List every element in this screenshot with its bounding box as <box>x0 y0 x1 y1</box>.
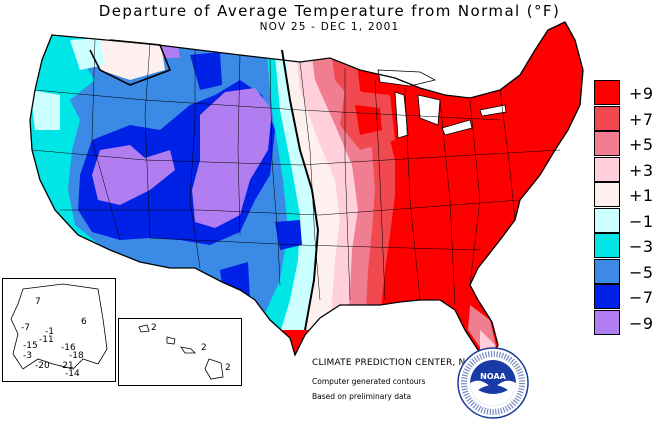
legend-item: −9 <box>594 309 656 336</box>
hawaii-map <box>138 324 224 380</box>
great-lakes <box>377 69 507 139</box>
legend-swatch <box>594 258 620 284</box>
map-subtitle: NOV 25 - DEC 1, 2001 <box>259 21 400 33</box>
legend-swatch <box>594 131 620 156</box>
legend-swatch <box>594 80 620 105</box>
alaska-value: -11 <box>39 335 54 345</box>
legend-label: +9 <box>629 84 654 103</box>
credit-contours: Computer generated contours <box>312 377 426 386</box>
alaska-value: 7 <box>35 297 41 307</box>
legend: +9 +7 +5 +3 +1 −1 −3 −5 −7 −9 <box>594 80 656 335</box>
alaska-value: -20 <box>35 361 50 371</box>
legend-swatch <box>594 284 620 309</box>
legend-label: +5 <box>629 135 654 154</box>
legend-item: +1 <box>594 182 656 208</box>
legend-label: −5 <box>629 262 654 282</box>
map-title: Departure of Average Temperature from No… <box>98 2 561 20</box>
noaa-logo: NOAA <box>457 347 529 419</box>
alaska-inset: 7 6 -1 -7 -11 -15 -16 -3 -18 -20 -21 -14 <box>2 278 116 382</box>
alaska-value: -14 <box>65 369 80 379</box>
legend-item: −1 <box>594 207 656 234</box>
hawaii-value: 2 <box>225 363 231 373</box>
legend-label: −7 <box>629 288 654 307</box>
legend-label: −9 <box>629 313 654 333</box>
legend-label: −1 <box>629 211 654 231</box>
alaska-value: -18 <box>69 351 84 361</box>
legend-label: +7 <box>629 109 654 129</box>
alaska-value: -7 <box>21 323 30 333</box>
hawaii-value: 2 <box>151 323 157 333</box>
legend-swatch <box>594 233 620 258</box>
legend-item: +7 <box>594 105 656 132</box>
noaa-logo-text: NOAA <box>480 372 506 381</box>
credit-cpc: CLIMATE PREDICTION CENTER, NOAA <box>312 358 486 368</box>
alaska-value: -16 <box>61 343 76 353</box>
hawaii-inset: 2 2 2 <box>118 318 242 386</box>
legend-label: +3 <box>629 160 654 180</box>
legend-label: −3 <box>629 237 654 256</box>
legend-item: −7 <box>594 284 656 310</box>
legend-swatch <box>594 182 620 207</box>
legend-swatch <box>594 105 620 131</box>
legend-item: +5 <box>594 131 656 157</box>
legend-item: +3 <box>594 156 656 183</box>
legend-item: −3 <box>594 233 656 259</box>
legend-swatch <box>594 309 620 335</box>
alaska-value: -3 <box>23 351 32 361</box>
alaska-value: -15 <box>23 341 38 351</box>
alaska-value: 6 <box>81 317 87 327</box>
legend-swatch <box>594 156 620 182</box>
legend-item: −5 <box>594 258 656 285</box>
credit-preliminary: Based on preliminary data <box>312 392 412 401</box>
legend-item: +9 <box>594 80 656 106</box>
legend-label: +1 <box>629 186 654 205</box>
legend-swatch <box>594 207 620 233</box>
hawaii-value: 2 <box>201 343 207 353</box>
zero-contour <box>281 49 320 331</box>
alaska-value: -1 <box>45 327 54 337</box>
zero-contour-northwest <box>89 39 172 86</box>
alaska-value: -21 <box>59 361 74 371</box>
alaska-map <box>10 283 108 370</box>
